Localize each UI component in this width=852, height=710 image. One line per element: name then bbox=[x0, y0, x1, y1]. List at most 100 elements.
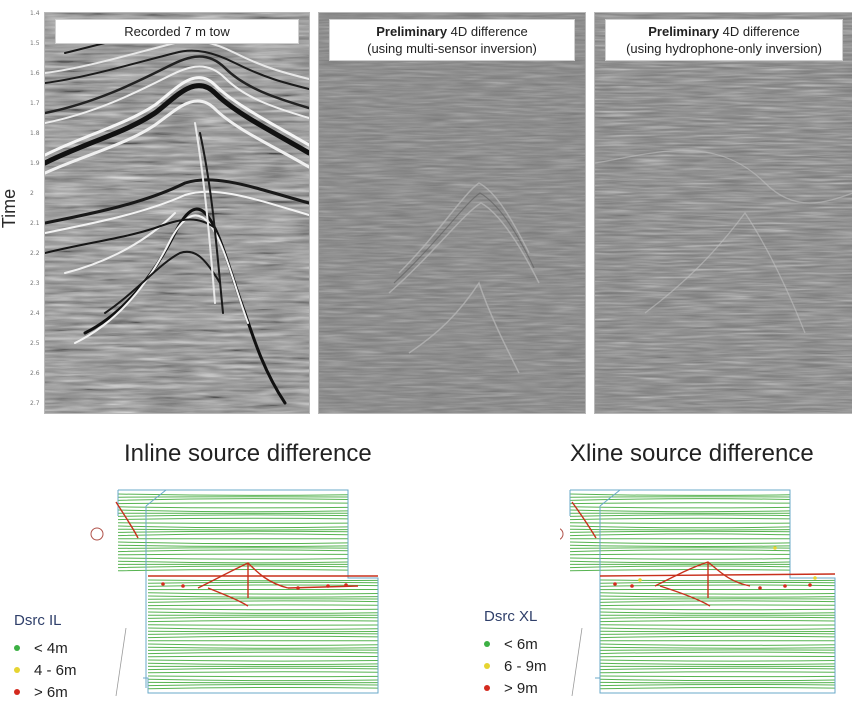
survey-line bbox=[147, 655, 379, 658]
survey-line bbox=[147, 581, 379, 584]
survey-line bbox=[569, 528, 791, 531]
survey-line bbox=[599, 635, 836, 639]
red-dot-icon bbox=[484, 685, 490, 691]
time-axis: Time 1.4 1.5 1.6 1.7 1.8 1.9 2 2.1 2.2 2… bbox=[0, 8, 48, 412]
time-tick: 2.2 bbox=[30, 250, 40, 257]
survey-line bbox=[569, 502, 791, 505]
time-tick: 2 bbox=[30, 190, 34, 197]
survey-line bbox=[147, 608, 379, 611]
yellow-dot-icon bbox=[14, 667, 20, 673]
inline-map-title: Inline source difference bbox=[124, 440, 372, 467]
survey-line bbox=[147, 667, 379, 671]
inline-leader-line bbox=[115, 627, 127, 697]
survey-line bbox=[599, 611, 836, 614]
survey-line bbox=[147, 616, 379, 619]
survey-line bbox=[117, 549, 349, 553]
survey-line bbox=[117, 509, 349, 513]
legend-item: 6 - 9m bbox=[484, 655, 547, 677]
survey-line bbox=[117, 498, 349, 501]
survey-line bbox=[147, 620, 379, 623]
survey-line bbox=[147, 651, 379, 655]
time-tick: 1.9 bbox=[30, 160, 40, 167]
survey-line bbox=[569, 493, 791, 496]
recorded-seismic-image bbox=[45, 13, 309, 413]
survey-line bbox=[147, 646, 379, 649]
time-tick: 1.7 bbox=[30, 100, 40, 107]
survey-line bbox=[117, 506, 349, 509]
time-tick: 2.3 bbox=[30, 280, 40, 287]
green-dot-icon bbox=[14, 645, 20, 651]
survey-line bbox=[147, 643, 379, 646]
multisensor-difference-image bbox=[319, 13, 585, 413]
inline-red-markers bbox=[161, 582, 348, 590]
caption-bold-text: Preliminary bbox=[648, 24, 720, 39]
survey-line bbox=[599, 655, 836, 658]
survey-line bbox=[599, 600, 836, 603]
survey-line bbox=[117, 565, 349, 569]
survey-line bbox=[117, 560, 349, 564]
survey-line bbox=[569, 522, 791, 524]
survey-line bbox=[147, 662, 379, 666]
survey-line bbox=[599, 584, 836, 587]
seismic-section: Time 1.4 1.5 1.6 1.7 1.8 1.9 2 2.1 2.2 2… bbox=[0, 8, 852, 414]
survey-line bbox=[599, 604, 836, 607]
caption-subtext: (using multi-sensor inversion) bbox=[367, 41, 537, 56]
survey-line bbox=[117, 544, 349, 547]
survey-line bbox=[117, 547, 349, 549]
survey-line bbox=[147, 595, 379, 598]
xline-red-features bbox=[571, 501, 836, 607]
survey-line bbox=[147, 611, 379, 614]
survey-line bbox=[117, 517, 349, 521]
survey-line bbox=[147, 675, 379, 678]
survey-line bbox=[569, 498, 791, 501]
survey-line bbox=[569, 506, 791, 509]
xline-survey-outline bbox=[569, 489, 836, 694]
survey-line bbox=[147, 592, 379, 595]
time-tick: 2.1 bbox=[30, 220, 40, 227]
xline-red-markers bbox=[613, 582, 812, 590]
survey-line bbox=[569, 541, 791, 545]
survey-line bbox=[569, 544, 791, 547]
survey-line bbox=[117, 502, 349, 505]
inline-survey-lines bbox=[117, 493, 379, 690]
recorded-panel-caption: Recorded 7 m tow bbox=[55, 19, 299, 44]
survey-line bbox=[117, 528, 349, 531]
survey-line bbox=[599, 686, 836, 690]
time-tick: 2.5 bbox=[30, 340, 40, 347]
time-axis-ticks: 1.4 1.5 1.6 1.7 1.8 1.9 2 2.1 2.2 2.3 2.… bbox=[30, 8, 46, 412]
legend-label: > 9m bbox=[504, 679, 538, 697]
survey-line bbox=[569, 553, 791, 556]
survey-line bbox=[599, 632, 836, 635]
survey-line bbox=[599, 678, 836, 682]
survey-line bbox=[117, 493, 349, 496]
survey-line bbox=[599, 608, 836, 611]
legend-label: < 4m bbox=[34, 639, 68, 657]
xline-map-graphic bbox=[550, 489, 836, 697]
yellow-dot-icon bbox=[484, 663, 490, 669]
survey-line bbox=[599, 581, 836, 584]
survey-line bbox=[599, 649, 836, 651]
survey-line bbox=[147, 635, 379, 639]
time-tick: 2.7 bbox=[30, 400, 40, 407]
survey-line bbox=[117, 530, 349, 533]
legend-item: > 9m bbox=[484, 677, 547, 699]
time-tick: 1.5 bbox=[30, 40, 40, 47]
survey-line bbox=[599, 667, 836, 671]
inline-legend: Dsrc IL < 4m 4 - 6m > 6m bbox=[14, 612, 77, 703]
time-tick: 2.6 bbox=[30, 370, 40, 377]
red-dot-icon bbox=[14, 689, 20, 695]
survey-line bbox=[569, 560, 791, 564]
survey-line bbox=[599, 624, 836, 626]
survey-line bbox=[117, 525, 349, 529]
survey-line bbox=[599, 671, 836, 674]
xline-map-title: Xline source difference bbox=[570, 440, 814, 467]
survey-line bbox=[599, 627, 836, 630]
survey-line bbox=[599, 579, 836, 582]
legend-item: 4 - 6m bbox=[14, 659, 77, 681]
survey-line bbox=[599, 643, 836, 646]
survey-line bbox=[599, 659, 836, 662]
inline-survey-outline bbox=[117, 489, 379, 694]
survey-line bbox=[147, 579, 379, 582]
legend-item: < 6m bbox=[484, 633, 547, 655]
multisensor-difference-panel: Preliminary 4D difference (using multi-s… bbox=[318, 12, 586, 414]
